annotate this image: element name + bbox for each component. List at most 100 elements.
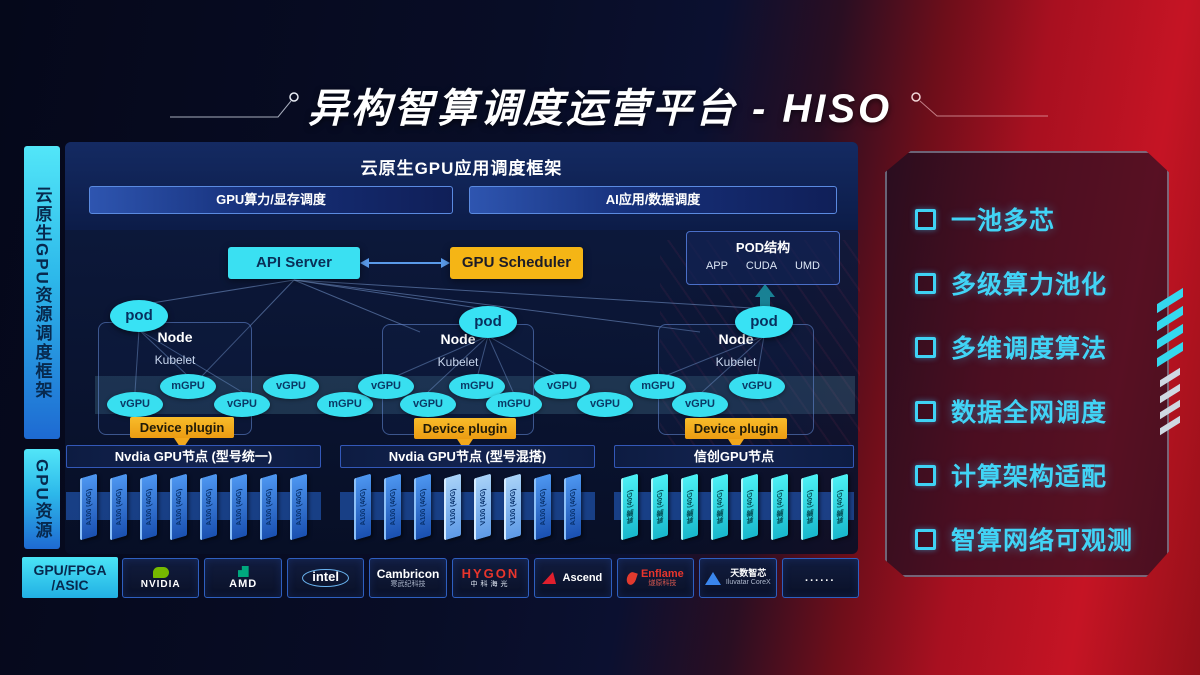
vgpu-ellipse: vGPU	[729, 374, 785, 399]
gpu-card: A100 (40G)	[260, 473, 277, 541]
feature-text: 数据全网调度	[951, 399, 1108, 427]
node-label: Node	[718, 331, 754, 347]
checkbox-icon	[915, 336, 936, 358]
pod-ellipse-2: pod	[459, 306, 517, 338]
gpu-card: 昇腾 (40G)	[800, 473, 818, 541]
gpu-card: 昇腾 (40G)	[710, 473, 728, 541]
vendor-amd: AMD	[204, 558, 282, 598]
gpu-card: V100 (40G)	[504, 473, 521, 541]
gpu-card-label: 昇腾 (40G)	[746, 488, 753, 525]
iluvatar-triangle-icon	[704, 571, 721, 585]
checkbox-icon	[915, 528, 936, 550]
kubelet-label: Kubelet	[437, 355, 479, 369]
gpu-card-label: 昇腾 (40G)	[806, 488, 813, 525]
vendor-name: HYGON	[461, 566, 520, 581]
vendor-nvidia: NVIDIA	[122, 558, 200, 598]
vgpu-ellipse: vGPU	[400, 392, 456, 417]
enflame-flame-icon	[625, 570, 638, 586]
nvidia-eye-icon	[152, 566, 169, 578]
gpu-card-label: A100 (40G)	[570, 487, 577, 526]
vgpu-ellipse: vGPU	[577, 392, 633, 417]
checkbox-icon	[915, 208, 936, 230]
gpu-card: 昇腾 (40G)	[770, 473, 788, 541]
vgpu-ellipse: vGPU	[672, 392, 728, 417]
vendor-name: 天数智芯	[730, 568, 767, 579]
gpu-card-label: 昇腾 (40G)	[626, 488, 633, 525]
gpu-card-label: 昇腾 (40G)	[656, 488, 663, 525]
gpu-card: A100 (40G)	[230, 473, 247, 541]
page-title: 异构智算调度运营平台 - HISO	[307, 87, 893, 131]
amd-arrow-icon	[237, 565, 249, 577]
api-server-box: API Server	[228, 247, 360, 279]
feature-item: 计算架构适配	[915, 443, 1133, 507]
gpu-node-group: Nvdia GPU节点 (型号统一) A100 (40G) A100 (40G) A1…	[66, 445, 321, 550]
vendor-category-box: GPU/FPGA /ASIC	[22, 557, 118, 598]
gpu-card-label: A100 (40G)	[86, 487, 93, 526]
gpu-card: 昇腾 (40G)	[650, 473, 668, 541]
gpu-card: 昇腾 (40G)	[680, 473, 698, 541]
gpu-card-label: A100 (40G)	[266, 487, 273, 526]
gpu-node-group: Nvdia GPU节点 (型号混搭) A100 (40G) A100 (40G) A1…	[340, 445, 595, 550]
vendor-subname: 中科海光	[470, 581, 511, 589]
gpu-card-label: A100 (40G)	[236, 487, 243, 526]
kubelet-label: Kubelet	[154, 353, 196, 367]
kubelet-label: Kubelet	[715, 355, 757, 369]
feature-text: 计算架构适配	[951, 463, 1108, 491]
card-band	[66, 492, 321, 520]
feature-list: 一池多芯多级算力池化多维调度算法 数据全网调度 计算架构适配 智算网络可观测	[915, 187, 1133, 571]
vendor-name: ......	[805, 571, 836, 584]
vendor-name: AMD	[229, 577, 258, 590]
pod-ellipse-1: pod	[110, 300, 168, 332]
feature-text: 一池多芯	[951, 207, 1056, 235]
gpu-card: A100 (40G)	[110, 473, 127, 541]
pod-structure-item: CUDA	[745, 260, 778, 272]
pod-structure-item: UMD	[794, 260, 821, 272]
feature-item: 多维调度算法	[915, 315, 1133, 379]
sidebar-resource-label: GPU资源	[24, 449, 60, 549]
node-label: Node	[440, 331, 476, 347]
vendor-intel: intel	[286, 558, 365, 598]
vendor-category-line1: GPU/FPGA	[33, 561, 107, 578]
vendor-hygon: HYGON 中科海光	[451, 558, 530, 598]
gpu-scheduler-box: GPU Scheduler	[450, 247, 583, 279]
gpu-card-label: A100 (40G)	[296, 487, 303, 526]
gpu-card: A100 (40G)	[140, 473, 157, 541]
vendor-name: intel	[302, 568, 349, 588]
gpu-group-header: Nvdia GPU节点 (型号统一)	[66, 445, 321, 468]
vendor-subname: Iluvatar CoreX	[725, 579, 771, 587]
gpu-compute-scheduling-bar: GPU算力/显存调度	[89, 186, 453, 214]
feature-item: 多级算力池化	[915, 251, 1133, 315]
pod-structure-items: APP CUDA UMD	[687, 256, 839, 272]
mgpu-ellipse: mGPU	[160, 374, 216, 399]
gpu-card: A100 (40G)	[290, 473, 307, 541]
feature-text: 多维调度算法	[951, 335, 1108, 363]
ascend-triangle-icon	[541, 572, 560, 584]
mgpu-ellipse: mGPU	[317, 392, 373, 417]
vendor-name: NVIDIA	[140, 578, 181, 590]
gpu-card: 昇腾 (40G)	[830, 473, 848, 541]
gpu-card: V100 (40G)	[474, 473, 491, 541]
gpu-card-label: V100 (40G)	[510, 487, 517, 526]
gpu-card-label: 昇腾 (40G)	[686, 488, 693, 525]
gpu-card-label: A100 (40G)	[420, 487, 427, 526]
gpu-card-label: A100 (40G)	[390, 487, 397, 526]
mgpu-ellipse: mGPU	[486, 392, 542, 417]
vgpu-ellipse: vGPU	[263, 374, 319, 399]
gpu-card: A100 (40G)	[564, 473, 581, 541]
vendor-ascend: Ascend	[534, 558, 612, 598]
app-frame-title: 云原生GPU应用调度框架	[360, 159, 563, 178]
node-label: Node	[157, 329, 193, 345]
feature-item: 智算网络可观测	[915, 507, 1133, 571]
mgpu-ellipse: mGPU	[449, 374, 505, 399]
vendor-cambricon: Cambricon 寒武纪科技	[369, 558, 447, 598]
checkbox-icon	[915, 272, 936, 294]
gpu-card-label: 昇腾 (40G)	[836, 488, 843, 525]
gpu-card: 昇腾 (40G)	[620, 473, 638, 541]
vendor-subname: 燧原科技	[648, 580, 677, 588]
device-plugin-box-1: Device plugin	[130, 417, 234, 438]
feature-panel: 一池多芯多级算力池化多维调度算法 数据全网调度 计算架构适配 智算网络可观测	[885, 151, 1169, 577]
gpu-card-label: A100 (40G)	[116, 487, 123, 526]
feature-text: 智算网络可观测	[951, 527, 1134, 555]
gpu-card: A100 (40G)	[354, 473, 371, 541]
